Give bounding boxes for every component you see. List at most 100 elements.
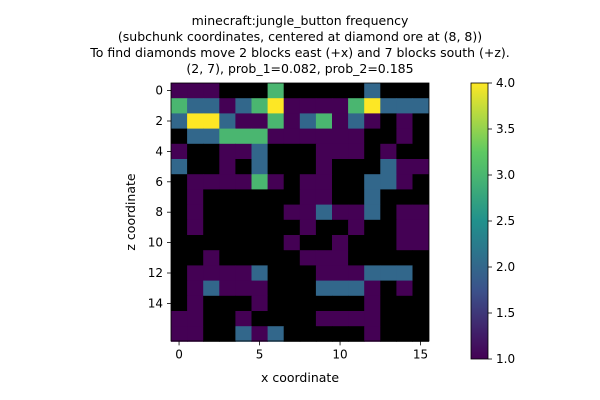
heatmap-cell xyxy=(332,143,349,160)
heatmap-cell xyxy=(364,98,381,114)
heatmap-cell xyxy=(396,143,413,160)
heatmap-cell xyxy=(283,204,301,221)
heatmap-cell xyxy=(171,250,188,266)
heatmap-cell xyxy=(219,311,236,327)
heatmap-cell xyxy=(396,250,413,266)
heatmap-cell xyxy=(219,204,236,221)
heatmap-cell xyxy=(332,128,349,145)
heatmap-cell xyxy=(267,311,285,327)
heatmap-cell xyxy=(283,98,301,114)
heatmap-cell xyxy=(171,280,188,297)
heatmap-cell xyxy=(380,83,397,99)
heatmap-cell xyxy=(380,219,397,236)
heatmap-cell xyxy=(348,280,365,297)
heatmap-cell xyxy=(396,174,413,190)
y-tick-label: 2 xyxy=(155,114,163,128)
heatmap-cell xyxy=(187,280,204,297)
heatmap-cell xyxy=(412,311,429,327)
heatmap-cell xyxy=(219,189,236,205)
heatmap-cell xyxy=(235,326,252,342)
heatmap-cell xyxy=(315,204,333,221)
heatmap-cell xyxy=(396,128,413,145)
heatmap-cell xyxy=(315,189,333,205)
heatmap-cell xyxy=(412,113,429,129)
heatmap-cell xyxy=(235,143,252,160)
heatmap-cell xyxy=(283,311,301,327)
y-tick-label: 14 xyxy=(148,296,163,310)
heatmap-cell xyxy=(235,189,252,205)
heatmap-cell xyxy=(235,311,252,327)
heatmap-cell xyxy=(187,143,204,160)
heatmap-cell xyxy=(412,128,429,145)
heatmap-cell xyxy=(267,113,285,129)
heatmap-cell xyxy=(283,83,301,99)
heatmap-cell xyxy=(364,204,381,221)
heatmap-cell xyxy=(171,204,188,221)
heatmap-cell xyxy=(380,174,397,190)
heatmap-cell xyxy=(348,189,365,205)
heatmap-cell xyxy=(412,250,429,266)
heatmap-cell xyxy=(251,174,268,190)
heatmap-cell xyxy=(171,265,188,281)
heatmap-cell xyxy=(299,113,317,129)
heatmap-cell xyxy=(203,189,220,205)
heatmap-cell xyxy=(267,143,285,160)
heatmap-cell xyxy=(219,295,236,312)
heatmap-cell xyxy=(187,128,204,145)
heatmap-cell xyxy=(332,113,349,129)
heatmap-cell xyxy=(412,265,429,281)
heatmap-cell xyxy=(251,204,268,221)
heatmap-cell xyxy=(203,280,220,297)
colorbar-tick-label: 2.0 xyxy=(496,260,515,274)
heatmap-cell xyxy=(219,235,236,251)
y-axis-label: z coordinate xyxy=(123,173,138,251)
heatmap-cell xyxy=(235,265,252,281)
heatmap-cell xyxy=(203,235,220,251)
heatmap-cell xyxy=(364,235,381,251)
y-axis: 0 2 4 6 8 10 12 14 xyxy=(148,84,171,310)
heatmap-cell xyxy=(380,250,397,266)
title-line-3: To find diamonds move 2 blocks east (+x)… xyxy=(89,45,510,60)
heatmap-cell xyxy=(396,83,413,99)
heatmap-cell xyxy=(171,326,188,342)
heatmap-cell xyxy=(412,219,429,236)
y-tick-label: 10 xyxy=(148,236,163,250)
heatmap-cell xyxy=(412,83,429,99)
heatmap-cell xyxy=(364,280,381,297)
heatmap-cell xyxy=(332,311,349,327)
heatmap-cell xyxy=(283,159,301,175)
heatmap-cell xyxy=(267,250,285,266)
heatmap-cell xyxy=(267,189,285,205)
heatmap-cell xyxy=(396,159,413,175)
heatmap-cell xyxy=(412,189,429,205)
heatmap-cell xyxy=(267,159,285,175)
heatmap-cell xyxy=(283,174,301,190)
heatmap-cell xyxy=(171,98,188,114)
heatmap-cell xyxy=(299,204,317,221)
heatmap-cell xyxy=(315,265,333,281)
heatmap-cell xyxy=(187,250,204,266)
heatmap-cell xyxy=(299,250,317,266)
heatmap-cell xyxy=(348,174,365,190)
heatmap-cell xyxy=(380,113,397,129)
heatmap-cell xyxy=(203,204,220,221)
heatmap-cell xyxy=(299,235,317,251)
y-tick-label: 0 xyxy=(155,84,163,98)
title-line-4: (2, 7), prob_1=0.082, prob_2=0.185 xyxy=(186,61,413,76)
heatmap-cell xyxy=(299,295,317,312)
heatmap-cell xyxy=(251,189,268,205)
heatmap-cell xyxy=(396,265,413,281)
heatmap-cell xyxy=(412,143,429,160)
heatmap-cell xyxy=(348,113,365,129)
heatmap-cell xyxy=(203,159,220,175)
heatmap-cell xyxy=(380,235,397,251)
heatmap-cell xyxy=(348,128,365,145)
heatmap-cell xyxy=(267,326,285,342)
heatmap-cell xyxy=(412,159,429,175)
heatmap-cell xyxy=(171,311,188,327)
heatmap-cell xyxy=(235,174,252,190)
heatmap-cell xyxy=(412,98,429,114)
heatmap-cell xyxy=(219,326,236,342)
heatmap-cell xyxy=(187,326,204,342)
heatmap-cell xyxy=(267,83,285,99)
